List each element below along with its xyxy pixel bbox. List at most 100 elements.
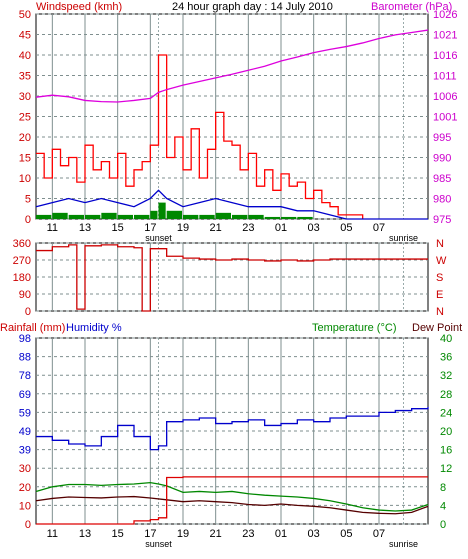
humidity-tick-label: 78 <box>19 370 31 382</box>
barometer-tick-label: 995 <box>433 132 451 144</box>
x-tick-label: 15 <box>112 222 124 234</box>
temperature-line <box>35 481 429 512</box>
barometer-axis-title: Barometer (hPa) <box>371 1 452 13</box>
avg-wind-bar <box>166 210 182 219</box>
humidity-tick-label: 98 <box>19 333 31 345</box>
barometer-tick-label: 1001 <box>433 112 457 124</box>
x-tick-label: 19 <box>177 528 189 540</box>
windspeed-tick-label: 45 <box>19 30 31 42</box>
windspeed-tick-label: 0 <box>25 214 31 226</box>
avg-wind-bar <box>36 214 52 219</box>
grid-layer <box>36 13 428 525</box>
windspeed-tick-label: 40 <box>19 50 31 62</box>
avg-wind-bar <box>117 214 133 219</box>
chart-title: 24 hour graph day : 14 July 2010 <box>172 1 333 13</box>
windspeed-axis-title: Windspeed (kmh) <box>36 1 122 13</box>
direction-tick-label: 90 <box>19 289 31 301</box>
avg-wind-bar <box>52 212 68 219</box>
direction-tick-label: 270 <box>13 255 31 267</box>
x-tick-label: 11 <box>47 222 58 234</box>
avg-wind-bar <box>158 202 166 219</box>
humidity-tick-label: 39 <box>19 445 31 457</box>
barometer-tick-label: 985 <box>433 173 451 185</box>
barometer-tick-label: 1021 <box>433 30 457 42</box>
temperature-tick-label: 16 <box>440 445 452 457</box>
temperature-tick-label: 40 <box>440 333 452 345</box>
x-tick-label: 17 <box>144 528 156 540</box>
avg-wind-bar <box>215 212 231 219</box>
x-tick-label: 21 <box>210 528 222 540</box>
avg-wind-bar <box>150 210 158 219</box>
windspeed-tick-label: 50 <box>19 9 31 21</box>
sunrise-label: sunrise <box>389 233 418 243</box>
humidity-tick-label: 88 <box>19 352 31 364</box>
windspeed-line <box>35 189 428 220</box>
humidity-tick-label: 30 <box>19 463 31 475</box>
rainfall-axis-title: Rainfall (mm) <box>0 322 65 334</box>
x-tick-label: 17 <box>144 222 156 234</box>
humidity-tick-label: 59 <box>19 407 31 419</box>
avg-wind-bar <box>248 214 264 219</box>
x-tick-label: 11 <box>47 528 58 540</box>
compass-label: N <box>436 306 444 318</box>
windspeed-tick-label: 30 <box>19 91 31 103</box>
humidity-tick-label: 49 <box>19 426 31 438</box>
gust-line <box>36 54 364 219</box>
barometer-tick-label: 1016 <box>433 50 457 62</box>
windspeed-tick-label: 25 <box>19 112 31 124</box>
direction-tick-label: 360 <box>13 238 31 250</box>
compass-label: S <box>436 272 443 284</box>
direction-tick-label: 0 <box>25 306 31 318</box>
x-tick-label: 01 <box>275 222 287 234</box>
sunset-label: sunset <box>145 539 172 549</box>
windspeed-tick-label: 35 <box>19 71 31 83</box>
wind-direction-line <box>36 244 428 312</box>
direction-panel-frame <box>35 242 429 312</box>
avg-wind-bar <box>199 214 215 219</box>
avg-wind-bar <box>101 212 117 219</box>
windspeed-tick-label: 15 <box>19 153 31 165</box>
avg-wind-bar <box>232 214 248 219</box>
direction-tick-label: 180 <box>13 272 31 284</box>
barometer-tick-label: 975 <box>433 214 451 226</box>
lower-panel-frame <box>35 337 429 525</box>
humidity-axis-title: Humidity % <box>66 322 122 334</box>
dewpoint-line <box>35 495 429 515</box>
avg-wind-bar <box>264 216 280 219</box>
temperature-axis-title: Temperature (°C) <box>312 322 396 334</box>
avg-wind-bar <box>183 214 199 219</box>
x-tick-label: 03 <box>308 528 320 540</box>
temperature-tick-label: 24 <box>440 407 452 419</box>
x-tick-label: 19 <box>177 222 189 234</box>
dewpoint-axis-title: Dew Point <box>412 322 462 334</box>
temperature-tick-label: 4 <box>440 500 446 512</box>
x-tick-label: 07 <box>373 222 385 234</box>
humidity-tick-label: 69 <box>19 389 31 401</box>
barometer-tick-label: 1011 <box>433 71 457 83</box>
barometer-tick-label: 990 <box>433 153 451 165</box>
x-tick-label: 05 <box>340 528 352 540</box>
sunset-label: sunset <box>145 233 172 243</box>
compass-label: W <box>436 255 447 267</box>
x-tick-label: 23 <box>242 222 254 234</box>
avg-wind-bar <box>134 214 150 219</box>
avg-wind-bar <box>281 216 297 219</box>
rainfall-line <box>36 476 428 525</box>
compass-label: E <box>436 289 443 301</box>
barometer-line <box>35 29 429 103</box>
x-tick-label: 03 <box>308 222 320 234</box>
windspeed-tick-label: 10 <box>19 173 31 185</box>
temperature-tick-label: 8 <box>440 482 446 494</box>
barometer-tick-label: 1026 <box>433 9 457 21</box>
temperature-tick-label: 20 <box>440 426 452 438</box>
x-tick-label: 13 <box>79 528 91 540</box>
temperature-tick-label: 32 <box>440 370 452 382</box>
x-tick-label: 05 <box>340 222 352 234</box>
series-layer <box>35 29 429 525</box>
avg-wind-bar <box>85 214 101 219</box>
x-tick-label: 07 <box>373 528 385 540</box>
upper-panel-frame <box>35 13 429 220</box>
x-tick-label: 15 <box>112 528 124 540</box>
